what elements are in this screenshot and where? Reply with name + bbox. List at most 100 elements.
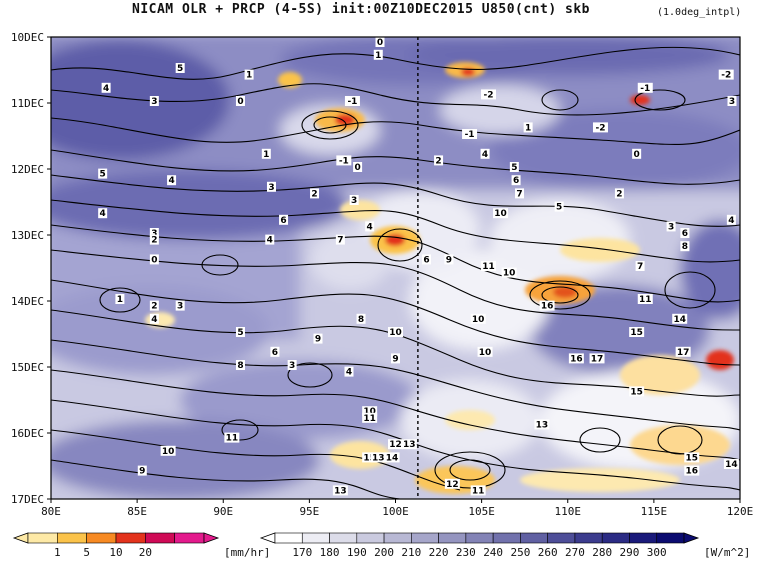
contour-label-bg xyxy=(388,327,403,337)
contour-label: 17 xyxy=(677,348,690,358)
contour-label-bg xyxy=(515,188,525,199)
contour-label: -2 xyxy=(484,90,494,100)
contour-label-bg xyxy=(493,208,509,219)
contour-label-bg xyxy=(149,300,159,311)
colorbar-segment xyxy=(174,532,205,544)
contour-label: -1 xyxy=(339,156,349,166)
contour-label-bg xyxy=(336,155,352,166)
contour-label: 7 xyxy=(337,236,343,246)
colorbar-segment xyxy=(411,532,439,544)
y-tick-label: 11DEC xyxy=(11,97,44,110)
contour-label-bg xyxy=(723,459,739,469)
contour-label-bg xyxy=(672,313,688,324)
contour-label-bg xyxy=(344,96,360,106)
contour-label: 6 xyxy=(272,348,278,358)
contour-label-bg xyxy=(481,89,497,100)
contour-label-bg xyxy=(477,346,493,357)
colorbar-tick-label: 170 xyxy=(292,546,312,559)
contour-label-bg xyxy=(614,188,624,199)
contour-label: 3 xyxy=(151,229,157,239)
contour-label: 13 xyxy=(403,440,416,450)
colorbar-right-arrow xyxy=(203,532,220,544)
contour-label-bg xyxy=(401,439,417,450)
olr-shading xyxy=(51,37,740,499)
contour-label: 13 xyxy=(372,453,385,463)
contour-label: 1 xyxy=(263,150,269,160)
contour-label-bg xyxy=(384,452,400,463)
contour-label: 8 xyxy=(682,242,688,252)
y-tick-label: 14DEC xyxy=(11,295,44,308)
contour-label-bg xyxy=(635,261,645,271)
contour-label: 12 xyxy=(446,480,459,490)
colorbar-segment xyxy=(115,532,146,544)
colorbar-tick-label: 260 xyxy=(538,546,558,559)
contour-label-bg xyxy=(149,313,159,324)
colorbar-left-arrow xyxy=(259,532,276,544)
colorbar-segment xyxy=(383,532,412,544)
x-tick-label: 85E xyxy=(127,505,147,518)
contour-label-bg xyxy=(235,360,245,370)
contour-label: 3 xyxy=(668,222,674,232)
colorbar-segment xyxy=(601,532,630,544)
x-tick-label: 90E xyxy=(213,505,233,518)
prcp-colorbar: 1 5 10 20 [mm/hr] xyxy=(12,532,270,559)
contour-label: 3 xyxy=(351,196,357,206)
contour-label-bg xyxy=(265,234,275,245)
contour-label-bg xyxy=(375,37,385,47)
contour-label: 10 xyxy=(494,209,507,219)
contour-label: 4 xyxy=(346,368,352,378)
contour-label: 5 xyxy=(177,64,183,74)
contour-label: 5 xyxy=(100,170,106,180)
contour-label-bg xyxy=(149,234,159,245)
x-tick-label: 120E xyxy=(727,505,754,518)
contour-label-bg xyxy=(444,478,460,489)
contour-label: 4 xyxy=(482,150,488,160)
contour-label: 6 xyxy=(513,176,519,186)
colorbar-tick-label: 250 xyxy=(510,546,530,559)
contour-label: 17 xyxy=(591,354,604,364)
y-tick-label: 15DEC xyxy=(11,361,44,374)
contour-label: 15 xyxy=(363,453,376,463)
contour-label-bg xyxy=(391,353,400,364)
colorbar-segment xyxy=(547,532,576,544)
contour-label-bg xyxy=(224,432,240,443)
colorbar-segment xyxy=(520,532,548,544)
colorbar-segment xyxy=(356,532,385,544)
title-note: (1.0deg_intpl) xyxy=(657,7,742,18)
contour-label: 12 xyxy=(389,440,402,450)
x-axis: 80E 85E 90E 95E 100E 105E 110E 115E 120E xyxy=(41,499,753,518)
contour-label: 10 xyxy=(162,447,175,457)
y-tick-label: 13DEC xyxy=(11,229,44,242)
contour-label: 7 xyxy=(516,189,522,199)
contour-label-bg xyxy=(470,485,486,496)
contour-label: 9 xyxy=(392,354,398,364)
contour-label-bg xyxy=(235,327,245,337)
colorbar-tick-label: 220 xyxy=(429,546,449,559)
contour-label-bg xyxy=(684,452,700,463)
x-tick-label: 95E xyxy=(299,505,319,518)
contour-label-bg xyxy=(481,261,497,271)
contour-label: 4 xyxy=(728,216,734,226)
contour-label-bg xyxy=(554,201,564,212)
contour-label: 8 xyxy=(358,315,364,325)
contour-label-bg xyxy=(434,155,444,166)
y-tick-label: 17DEC xyxy=(11,493,44,506)
contour-label-bg xyxy=(279,214,289,225)
contour-label: 1 xyxy=(117,295,123,305)
contour-label: -2 xyxy=(595,123,605,133)
contour-label-bg xyxy=(101,82,111,93)
title-main: NICAM OLR + PRCP (4-5S) init:00Z10DEC201… xyxy=(132,2,590,17)
contour-label-bg xyxy=(534,419,550,430)
contour-label-bg xyxy=(266,181,276,192)
contour-label-bg xyxy=(684,465,700,476)
contour-label-bg xyxy=(511,175,521,186)
contour-label: 11 xyxy=(363,414,376,424)
colorbar-segment xyxy=(57,532,87,544)
contour-label-bg xyxy=(149,228,159,238)
contour-label-bg xyxy=(727,96,737,106)
contour-label-bg xyxy=(680,241,690,252)
contour-label: 4 xyxy=(367,222,373,232)
contour-label-bg xyxy=(666,221,676,232)
colorbar-segment xyxy=(274,532,303,544)
